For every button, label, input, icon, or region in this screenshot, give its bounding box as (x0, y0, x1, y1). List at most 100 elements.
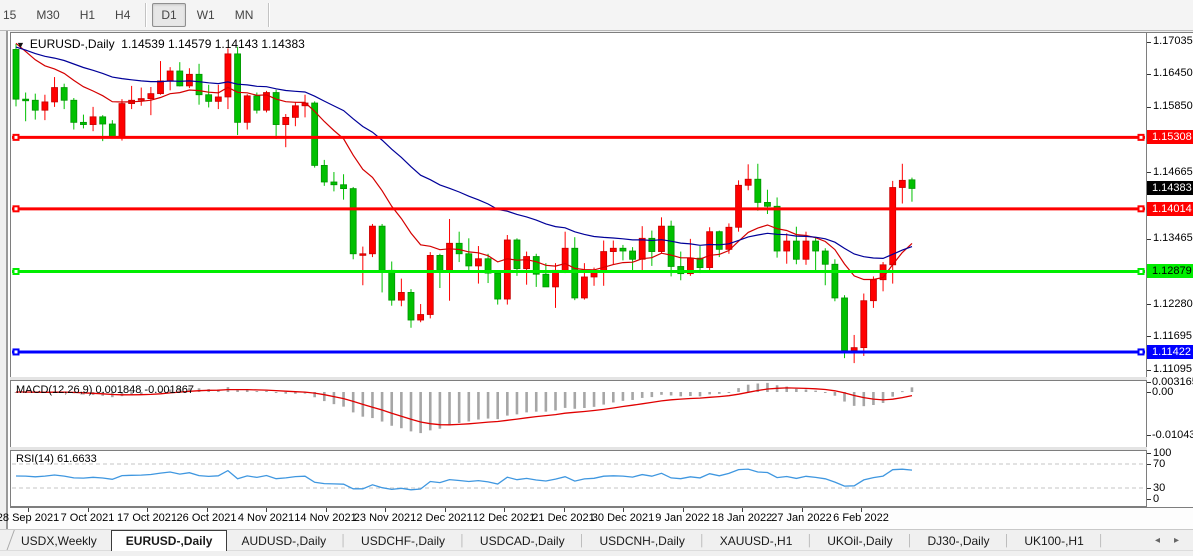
tab-separator: │ (1097, 534, 1105, 547)
price-axis-tick (1147, 172, 1151, 174)
date-axis-tick (444, 508, 446, 512)
price-axis-tick (1147, 73, 1151, 75)
bottom-strip (0, 550, 1193, 556)
tab-scroll-right-icon[interactable]: ▸ (1173, 535, 1179, 546)
timeframe-toolbar: 15 M30 H1 H4 D1 W1 MN (0, 0, 1193, 31)
timeframe-button-d1[interactable]: D1 (152, 3, 186, 27)
price-axis-tick-label: 1.14665 (1153, 165, 1193, 178)
date-axis-label: 4 Nov 2021 (237, 512, 295, 524)
chart-tab-xauusd[interactable]: XAUUSD-,H1 (719, 533, 793, 548)
chart-tab-eurusd[interactable]: EURUSD-,Daily (110, 530, 228, 551)
rsi-axis-label: 30 (1153, 482, 1166, 494)
price-chart-panel[interactable] (10, 32, 1147, 378)
date-axis-label: 30 Dec 2021 (591, 512, 655, 524)
rsi-axis-tick (1147, 453, 1151, 454)
macd-axis-label: -0.01043 (1152, 429, 1193, 441)
toolbar-separator (268, 3, 270, 27)
date-axis-tick (504, 508, 505, 512)
date-axis-label: 21 Dec 2021 (532, 512, 595, 524)
timeframe-button-15[interactable]: 15 (3, 8, 17, 22)
tab-separator: │ (578, 534, 586, 547)
rsi-axis-label: 70 (1153, 458, 1166, 470)
date-axis-tick (623, 508, 624, 512)
date-axis-label: 28 Sep 2021 (0, 512, 60, 524)
date-axis-tick (87, 508, 89, 512)
date-axis-label: 26 Oct 2021 (176, 512, 237, 524)
date-axis[interactable] (10, 507, 1193, 530)
price-axis-tick (1147, 238, 1151, 240)
timeframe-button-m30[interactable]: M30 (36, 8, 60, 22)
chart-symbol-label: EURUSD-,Daily (29, 37, 115, 51)
date-axis-tick (147, 508, 148, 512)
rsi-label: RSI(14) 61.6633 (16, 453, 97, 465)
price-axis-tick-label: 1.15850 (1153, 100, 1193, 113)
rsi-indicator-panel[interactable] (10, 450, 1147, 507)
date-axis-tick (801, 508, 803, 512)
chart-tab-usdcnh[interactable]: USDCNH-,Daily (599, 533, 685, 548)
macd-panel-splitter[interactable] (10, 377, 1193, 380)
price-axis-tick (1147, 106, 1151, 108)
price-axis-tick (1147, 369, 1151, 371)
tab-separator: │ (906, 534, 914, 547)
timeframe-button-w1[interactable]: W1 (196, 8, 215, 22)
rsi-axis-tick (1147, 499, 1151, 500)
chart-tab-dj30[interactable]: DJ30-,Daily (927, 533, 990, 548)
price-axis-tick-label: 1.11695 (1153, 329, 1192, 342)
date-axis-label: 12 Dec 2021 (472, 512, 536, 524)
price-badge-1.14383: 1.14383 (1147, 181, 1193, 196)
chart-tab-usdchf[interactable]: USDCHF-,Daily (361, 533, 446, 548)
price-axis-tick-label: 1.11095 (1153, 363, 1192, 375)
price-axis-tick-label: 1.12280 (1153, 297, 1193, 310)
price-axis-tick (1147, 41, 1151, 43)
date-axis-label: 23 Nov 2021 (353, 512, 417, 524)
timeframe-button-h4[interactable]: H4 (115, 8, 131, 22)
macd-label: MACD(12,26,9) 0.001848 -0.001867 (16, 384, 194, 396)
date-axis-label: 7 Oct 2021 (60, 512, 115, 524)
date-axis-label: 14 Nov 2021 (294, 512, 357, 524)
price-axis-tick-label: 1.13465 (1153, 232, 1193, 245)
tab-scroll-left-icon[interactable]: ◂ (1154, 535, 1160, 546)
macd-axis-label: 0.00 (1152, 386, 1174, 398)
chart-tab-uk100[interactable]: UK100-,H1 (1024, 533, 1084, 548)
symbol-dropdown-icon[interactable]: ▼ (16, 40, 25, 50)
macd-axis-label: 0.003165 (1152, 376, 1193, 388)
price-axis-tick-label: 1.16450 (1153, 67, 1193, 80)
price-badge-1.12879: 1.12879 (1147, 264, 1193, 279)
timeframe-button-h1[interactable]: H1 (79, 8, 96, 22)
toolbar-separator (145, 3, 147, 27)
tab-separator: │ (340, 534, 348, 547)
chart-title: ▼ EURUSD-,Daily 1.14539 1.14579 1.14143 1… (16, 37, 305, 51)
rsi-axis-tick (1147, 464, 1151, 465)
macd-axis-tick (1147, 435, 1151, 436)
rsi-axis-label: 100 (1153, 447, 1172, 459)
macd-axis-tick (1147, 382, 1151, 383)
chart-tab-audusd[interactable]: AUDUSD-,Daily (241, 533, 327, 548)
date-axis-label: 17 Oct 2021 (117, 512, 177, 524)
price-badge-1.14014: 1.14014 (1147, 201, 1193, 216)
tab-separator: │ (698, 534, 706, 547)
timeframe-button-mn[interactable]: MN (234, 8, 254, 22)
price-axis-tick (1147, 304, 1151, 306)
date-axis-tick (861, 508, 862, 512)
rsi-axis-label: 0 (1153, 493, 1160, 505)
date-axis-label: 6 Feb 2022 (833, 512, 889, 524)
date-axis-tick (266, 508, 267, 512)
rsi-axis-tick (1147, 488, 1151, 489)
price-badge-1.11422: 1.11422 (1147, 344, 1193, 359)
tab-separator: │ (806, 534, 814, 547)
date-axis-label: 2 Dec 2021 (416, 512, 473, 524)
window-left-frame (6, 31, 8, 529)
date-axis-tick (206, 508, 208, 512)
date-axis-label: 18 Jan 2022 (711, 512, 773, 524)
date-axis-tick (28, 508, 29, 512)
price-axis-tick (1147, 336, 1151, 338)
price-axis-tick-label: 1.17035 (1153, 35, 1193, 47)
rsi-panel-splitter[interactable] (10, 447, 1193, 450)
chart-ohlc-values: 1.14539 1.14579 1.14143 1.14383 (121, 37, 305, 51)
date-axis-label: 27 Jan 2022 (771, 512, 832, 524)
chart-tab-usdx[interactable]: USDX,Weekly (21, 533, 97, 548)
date-axis-label: 9 Jan 2022 (655, 512, 710, 524)
chart-tab-usdcad[interactable]: USDCAD-,Daily (479, 533, 565, 548)
chart-tab-ukoil[interactable]: UKOil-,Daily (827, 533, 893, 548)
date-axis-tick (325, 508, 327, 512)
